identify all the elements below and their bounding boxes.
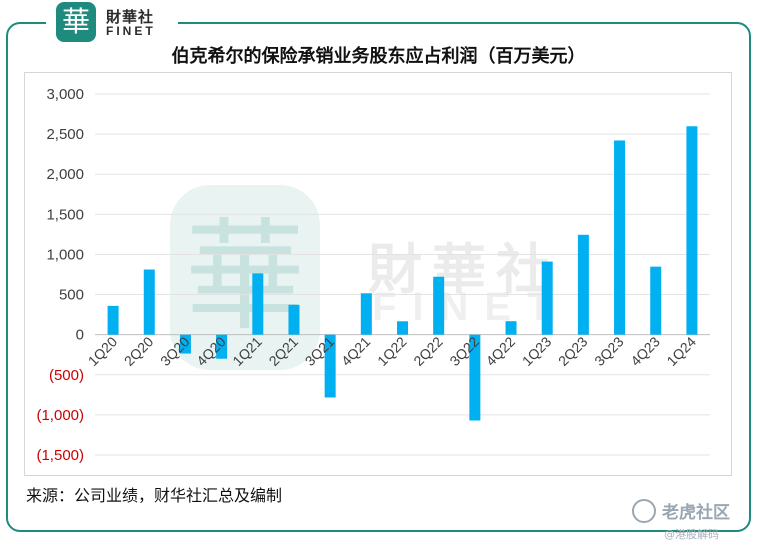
y-tick-label: (1,000) xyxy=(36,407,84,424)
chart-title: 伯克希尔的保险承销业务股东应占利润（百万美元） xyxy=(171,46,586,67)
x-tick-label: 1Q24 xyxy=(664,333,700,369)
bar-4Q20 xyxy=(216,334,228,359)
bar-1Q24 xyxy=(686,126,698,335)
bar-4Q23 xyxy=(650,266,662,335)
bar-2Q23 xyxy=(577,234,589,335)
x-tick-label: 1Q21 xyxy=(229,333,265,369)
x-tick-label: 2Q22 xyxy=(410,333,446,369)
y-tick-label: (500) xyxy=(49,367,84,384)
y-tick-label: 1,000 xyxy=(46,246,84,263)
x-tick-label: 1Q20 xyxy=(85,333,121,369)
bar-3Q20 xyxy=(179,334,191,354)
tiger-logo-icon xyxy=(632,499,656,523)
x-tick-label: 2Q23 xyxy=(555,333,591,369)
bar-3Q21 xyxy=(324,334,336,398)
bar-1Q21 xyxy=(252,273,264,335)
y-tick-label: 500 xyxy=(59,287,84,304)
bar-2Q21 xyxy=(288,304,300,335)
bar-1Q23 xyxy=(541,261,553,335)
x-tick-label: 1Q22 xyxy=(374,333,410,369)
x-tick-label: 2Q21 xyxy=(266,333,302,369)
logo-name-en: FINET xyxy=(106,24,156,38)
y-tick-label: 2,000 xyxy=(46,166,84,183)
finet-logo: 華 財華社 FINET xyxy=(46,0,178,44)
bar-4Q21 xyxy=(360,293,372,335)
bar-2Q20 xyxy=(143,269,155,335)
logo-name-cn: 財華社 xyxy=(106,8,155,26)
logo-seal-icon: 華 xyxy=(56,2,96,42)
y-tick-label: 1,500 xyxy=(46,206,84,223)
bar-4Q22 xyxy=(505,321,517,335)
y-tick-label: 3,000 xyxy=(46,86,84,103)
x-tick-label: 4Q23 xyxy=(627,333,663,369)
platform-name: 老虎社区 xyxy=(662,503,730,523)
bar-1Q22 xyxy=(397,321,408,335)
x-tick-label: 2Q20 xyxy=(121,333,157,369)
platform-watermark: 老虎社区 xyxy=(632,498,730,525)
bar-3Q23 xyxy=(614,140,626,335)
y-tick-label: 0 xyxy=(76,327,84,344)
plot-area-border xyxy=(24,72,732,476)
x-tick-label: 4Q21 xyxy=(338,333,374,369)
x-tick-label: 3Q23 xyxy=(591,333,627,369)
x-tick-label: 1Q23 xyxy=(519,333,555,369)
x-tick-label: 4Q22 xyxy=(483,333,519,369)
chart-frame xyxy=(6,22,751,532)
source-note: 来源：公司业绩，财华社汇总及编制 xyxy=(26,486,283,505)
platform-handle: @港股解码 xyxy=(664,528,719,541)
bar-2Q22 xyxy=(433,276,445,335)
y-tick-label: 2,500 xyxy=(46,126,84,143)
bar-3Q22 xyxy=(469,334,481,421)
bar-1Q20 xyxy=(107,305,119,335)
y-tick-label: (1,500) xyxy=(36,447,84,464)
